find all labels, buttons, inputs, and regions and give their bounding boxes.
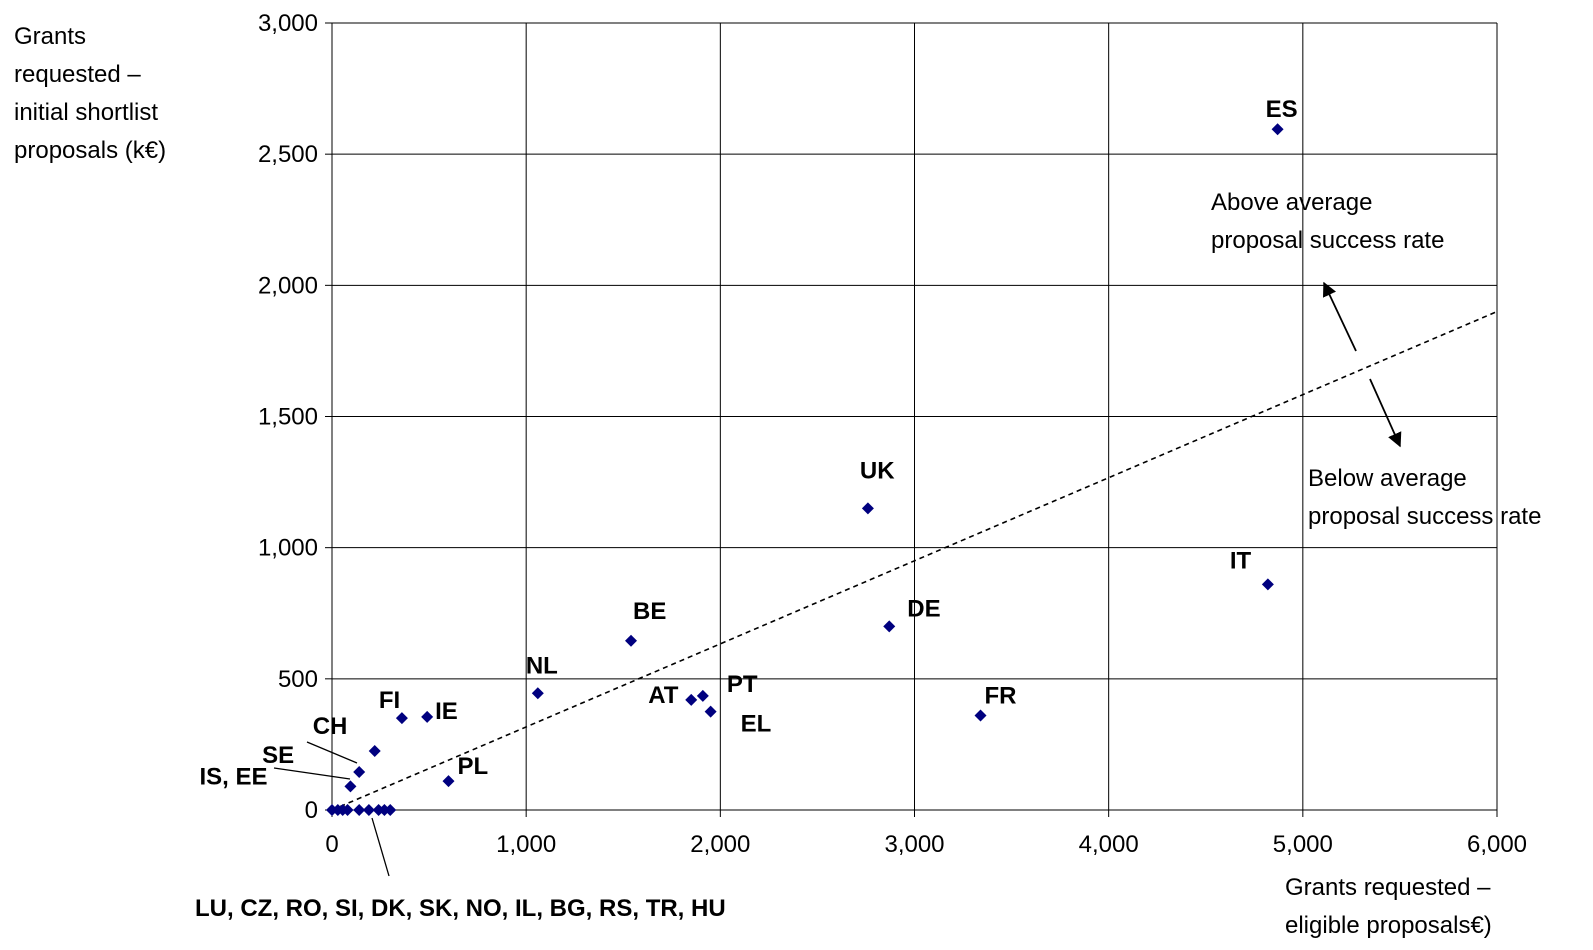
x-axis-title-line-1: Grants requested –: [1285, 874, 1491, 901]
below-average-line-1: Below average: [1308, 465, 1467, 492]
group-leader-line: [371, 817, 390, 877]
point-label: ES: [1266, 96, 1298, 123]
below-average-line-2: proposal success rate: [1308, 503, 1541, 530]
y-tick-label: 500: [278, 666, 318, 693]
y-axis-title-line-1: Grants: [14, 23, 86, 50]
point-label: IE: [435, 698, 458, 725]
data-point: [1271, 123, 1284, 136]
point-label: DE: [907, 595, 940, 622]
above-average-arrow: [1323, 281, 1357, 352]
x-tick-label: 6,000: [1467, 831, 1527, 858]
data-point: [353, 804, 366, 816]
point-label: IT: [1230, 547, 1252, 574]
x-tick-label: 0: [325, 831, 338, 858]
data-point: [531, 687, 544, 700]
data-point: [341, 804, 354, 816]
x-tick-label: 5,000: [1273, 831, 1333, 858]
point-label: SE: [262, 742, 294, 769]
data-point: [883, 620, 896, 633]
se-leader-line: [306, 741, 358, 764]
data-point: [353, 765, 366, 778]
data-point: [362, 804, 375, 816]
point-label: PT: [727, 671, 758, 698]
x-tick-label: 3,000: [884, 831, 944, 858]
y-tick-label: 3,000: [258, 10, 318, 37]
data-point: [696, 689, 709, 702]
below-average-arrow: [1369, 378, 1402, 448]
data-point: [442, 775, 455, 788]
group-label: LU, CZ, RO, SI, DK, SK, NO, IL, BG, RS, …: [195, 895, 726, 922]
point-label: FI: [379, 687, 400, 714]
grid-lines: [325, 22, 1498, 817]
y-tick-label: 2,000: [258, 272, 318, 299]
point-label: FR: [985, 683, 1017, 710]
data-points: [326, 123, 1284, 816]
x-tick-label: 4,000: [1079, 831, 1139, 858]
point-label: UK: [860, 457, 895, 484]
y-axis-title-line-2: requested –: [14, 61, 141, 88]
data-point: [384, 804, 397, 816]
point-label: EL: [741, 711, 772, 738]
point-label: NL: [526, 652, 558, 679]
data-point: [704, 705, 717, 718]
is-ee-leader-line: [273, 767, 351, 780]
data-point: [861, 502, 874, 515]
y-tick-label: 2,500: [258, 141, 318, 168]
y-axis-title-line-3: initial shortlist: [14, 99, 158, 126]
data-point: [344, 780, 357, 793]
data-point: [368, 744, 381, 757]
data-point: [625, 634, 638, 647]
axis-titles: Grants requested – initial shortlist pro…: [14, 23, 1492, 939]
y-tick-label: 1,500: [258, 404, 318, 431]
annotations: Above average proposal success rate Belo…: [195, 189, 1541, 922]
tick-labels: 0 1,000 2,000 3,000 4,000 5,000 6,000 0 500 1,000…: [258, 10, 1527, 858]
x-tick-label: 2,000: [690, 831, 750, 858]
data-point: [395, 712, 408, 725]
y-tick-label: 0: [305, 797, 318, 824]
leader-lines: [273, 741, 390, 877]
data-point: [974, 709, 987, 722]
average-trend-line: [331, 310, 1498, 811]
point-label: BE: [633, 598, 666, 625]
x-axis-title-line-2: eligible proposals€): [1285, 912, 1492, 939]
y-axis-title-line-4: proposals (k€): [14, 137, 166, 164]
data-point: [685, 693, 698, 706]
trend-line-layer: [331, 281, 1498, 811]
point-label: AT: [648, 682, 679, 709]
above-average-line-2: proposal success rate: [1211, 227, 1444, 254]
y-tick-label: 1,000: [258, 535, 318, 562]
data-point: [1261, 578, 1274, 591]
above-average-line-1: Above average: [1211, 189, 1372, 216]
point-label: CH: [313, 713, 348, 740]
point-label: IS, EE: [199, 763, 267, 790]
x-tick-label: 1,000: [496, 831, 556, 858]
data-point: [421, 710, 434, 723]
point-label: PL: [458, 753, 489, 780]
